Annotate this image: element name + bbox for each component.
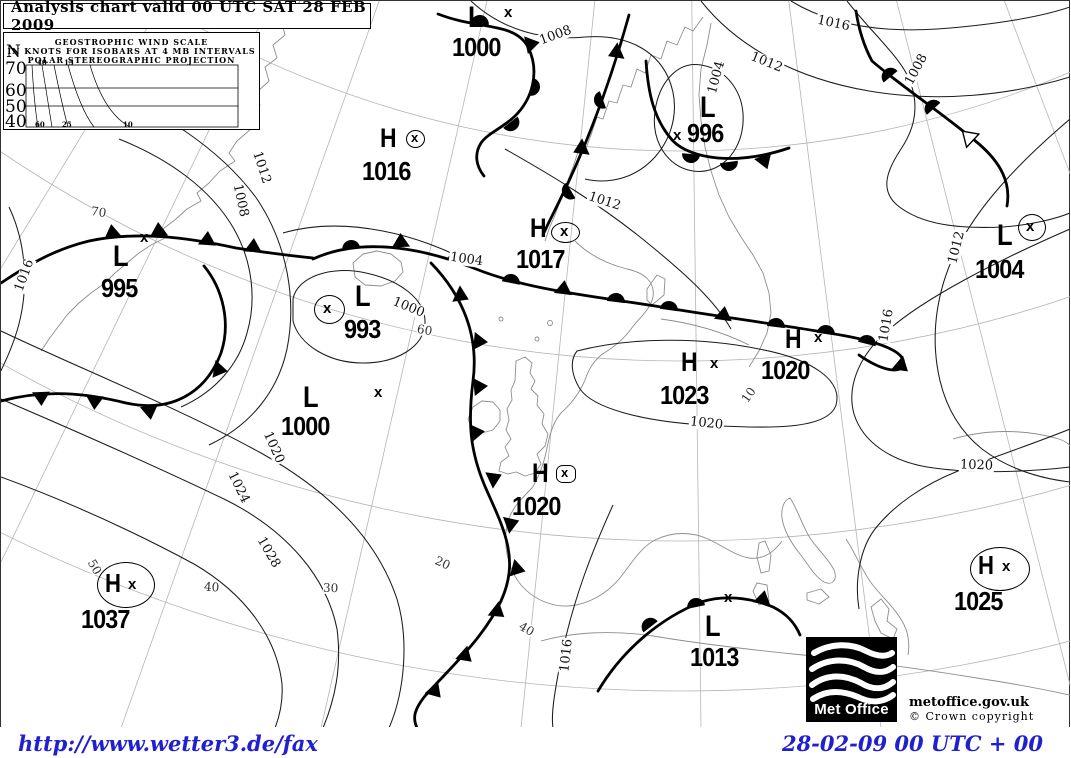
graticule-label: 40 xyxy=(203,579,220,595)
wind-scale-bot-10: 10 xyxy=(123,120,133,129)
pressure-center-value: 1025 xyxy=(954,586,1003,616)
pressure-center-marker: x xyxy=(504,4,513,21)
wind-scale-plot xyxy=(25,64,239,128)
graticule-label: 70 xyxy=(90,204,108,220)
pressure-center-marker: x xyxy=(140,229,149,246)
pressure-center-letter: L xyxy=(355,280,371,313)
valid-datetime: 28-02-09 00 UTC + 00 xyxy=(781,731,1043,756)
center-ring xyxy=(314,295,345,324)
pressure-center-marker: x xyxy=(814,329,823,346)
analysis-chart: Analysis chart valid 00 UTC SAT 28 FEB 2… xyxy=(0,0,1070,728)
pressure-center-marker: x xyxy=(724,589,733,606)
wind-scale-n: N xyxy=(6,42,21,62)
pressure-center-value: 995 xyxy=(101,273,138,303)
pressure-center-marker: x xyxy=(128,576,137,593)
wind-scale-lat70: 70 xyxy=(5,59,27,79)
wind-scale-bot-60: 60 xyxy=(35,120,45,129)
source-url: http://www.wetter3.de/fax xyxy=(18,731,318,756)
pressure-center-letter: H xyxy=(978,550,994,580)
pressure-center-value: 1037 xyxy=(81,604,130,634)
front-symbols xyxy=(31,14,981,698)
wind-scale-title-3: POLAR STEREOGRAPHIC PROJECTION xyxy=(27,55,236,65)
wind-scale-lat40: 40 xyxy=(5,112,27,132)
pressure-center-letter: L xyxy=(705,610,721,643)
crown-copyright: © Crown copyright xyxy=(909,710,1035,723)
pressure-center-letter: H xyxy=(380,123,397,153)
center-ring xyxy=(97,562,155,608)
pressure-center-letter: L xyxy=(700,91,716,124)
met-office-logo-text: Met Office xyxy=(814,701,889,718)
pressure-center-value: 1023 xyxy=(660,380,709,410)
pressure-center-value: 1020 xyxy=(761,355,810,385)
center-ring xyxy=(970,547,1030,591)
pressure-center-marker: x xyxy=(323,300,332,317)
pressure-center-letter: H xyxy=(530,213,547,243)
graticule-label: 30 xyxy=(322,580,339,596)
wind-scale-bot-25: 25 xyxy=(62,120,72,129)
met-office-logo: Met Office xyxy=(806,637,897,722)
pressure-center-value: 996 xyxy=(687,118,724,148)
pressure-center-value: 1017 xyxy=(516,244,565,274)
pressure-center-value: 993 xyxy=(344,314,381,344)
pressure-center-value: 1000 xyxy=(281,411,330,441)
wind-scale-top-15: 15 xyxy=(64,58,74,67)
pressure-center-value: 1004 xyxy=(975,254,1024,284)
pressure-center-value: 1013 xyxy=(690,642,739,672)
pressure-center-marker: x xyxy=(1002,558,1011,575)
pressure-center-marker: x xyxy=(1026,218,1035,235)
pressure-center-marker: x xyxy=(560,223,569,240)
pressure-center-letter: H xyxy=(532,458,549,488)
center-ring xyxy=(406,130,425,148)
pressure-center-marker: x xyxy=(673,127,682,144)
footer-strip: http://www.wetter3.de/fax 28-02-09 00 UT… xyxy=(0,727,1071,758)
pressure-center-marker: x xyxy=(561,465,569,480)
wind-scale-lat60: 60 xyxy=(5,81,27,101)
pressure-center-letter: L xyxy=(303,381,319,414)
chart-title: Analysis chart valid 00 UTC SAT 28 FEB 2… xyxy=(11,0,367,34)
pressure-center-letter: H xyxy=(105,568,121,598)
wind-scale-top-40: 40 xyxy=(37,58,47,67)
graticule xyxy=(1,1,1070,727)
pressure-center-marker: x xyxy=(411,130,419,145)
wind-scale-lat50: 50 xyxy=(5,97,27,117)
wind-scale-box: GEOSTROPHIC WIND SCALE IN KNOTS FOR ISOB… xyxy=(3,32,260,132)
met-office-website: metoffice.gov.uk xyxy=(909,695,1030,710)
pressure-center-letter: H xyxy=(681,347,698,377)
isobar-label: 1016 xyxy=(557,637,576,674)
center-ring xyxy=(551,222,580,243)
chart-title-box: Analysis chart valid 00 UTC SAT 28 FEB 2… xyxy=(3,0,371,34)
pressure-center-letter: L xyxy=(997,219,1013,252)
wind-scale-title-1: GEOSTROPHIC WIND SCALE xyxy=(54,37,209,47)
pressure-center-value: 1016 xyxy=(362,156,411,186)
pressure-center-letter: L xyxy=(468,1,484,34)
pressure-center-marker: x xyxy=(710,355,719,372)
coastlines xyxy=(40,1,1070,696)
map-canvas xyxy=(1,1,1070,727)
pressure-center-marker: x xyxy=(374,384,383,401)
graticule-label: 60 xyxy=(415,321,434,339)
fronts xyxy=(1,9,1010,727)
center-ring xyxy=(556,465,576,483)
isobar-label: 1020 xyxy=(688,414,725,433)
met-office-waves xyxy=(809,642,896,705)
pressure-center-value: 1020 xyxy=(512,491,561,521)
pressure-center-letter: L xyxy=(113,240,129,273)
isobar-label: 1020 xyxy=(958,457,995,474)
wind-scale-title-2: IN KNOTS FOR ISOBARS AT 4 MB INTERVALS xyxy=(7,46,256,56)
pressure-center-value: 1000 xyxy=(452,32,501,62)
pressure-center-letter: H xyxy=(785,324,802,354)
center-ring xyxy=(1018,214,1046,241)
